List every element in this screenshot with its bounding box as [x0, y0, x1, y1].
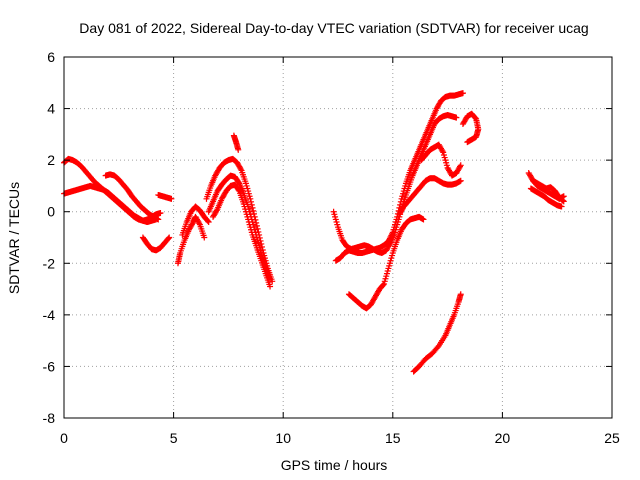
data-point — [457, 177, 464, 184]
data-point — [253, 222, 260, 229]
data-point — [166, 234, 173, 241]
y-axis-label: SDTVAR / TECUs — [6, 182, 22, 294]
data-point — [560, 198, 567, 205]
data-point — [457, 291, 464, 298]
data-point — [254, 225, 261, 232]
data-point — [235, 146, 242, 153]
data-point — [213, 207, 220, 214]
data-point — [397, 198, 404, 205]
chart-points — [61, 90, 567, 375]
data-point — [267, 283, 274, 290]
data-point — [204, 218, 211, 225]
data-point — [420, 216, 427, 223]
data-point — [250, 207, 257, 214]
data-point — [439, 148, 446, 155]
y-tick-label: 2 — [47, 152, 55, 168]
data-point — [237, 166, 244, 173]
data-point — [155, 216, 162, 223]
x-tick-label: 25 — [604, 430, 620, 446]
plot-frame — [63, 56, 613, 419]
chart-ticks: 0 5 10 15 20 25 -8 -6 -4 -2 0 2 4 6 — [43, 49, 620, 446]
data-point — [168, 195, 175, 202]
data-point — [464, 139, 471, 146]
y-tick-label: 4 — [47, 101, 55, 117]
data-point — [457, 163, 464, 170]
x-tick-label: 10 — [275, 430, 291, 446]
x-tick-label: 15 — [385, 430, 401, 446]
y-tick-label: -6 — [43, 358, 56, 374]
data-point — [380, 281, 387, 288]
chart-title: Day 081 of 2022, Sidereal Day-to-day VTE… — [79, 20, 588, 36]
data-point — [157, 210, 164, 217]
data-point — [459, 90, 466, 97]
data-point — [247, 195, 254, 202]
y-tick-label: -2 — [43, 255, 56, 271]
data-point — [397, 201, 404, 208]
x-tick-label: 0 — [60, 430, 68, 446]
data-point — [457, 162, 464, 169]
data-point — [201, 234, 208, 241]
data-point — [558, 203, 565, 210]
x-tick-label: 5 — [170, 430, 178, 446]
data-point — [453, 114, 460, 121]
data-point — [434, 344, 441, 351]
data-point — [205, 219, 212, 226]
chart-grid — [64, 57, 612, 418]
y-tick-label: 6 — [47, 49, 55, 65]
y-tick-label: 0 — [47, 204, 55, 220]
data-point — [560, 197, 567, 204]
y-tick-label: -8 — [43, 410, 56, 426]
data-point — [196, 220, 203, 227]
x-tick-label: 20 — [495, 430, 511, 446]
data-point — [249, 204, 256, 211]
x-axis-label: GPS time / hours — [281, 457, 388, 473]
data-point — [165, 235, 172, 242]
y-tick-label: -4 — [43, 307, 56, 323]
data-point — [235, 187, 242, 194]
